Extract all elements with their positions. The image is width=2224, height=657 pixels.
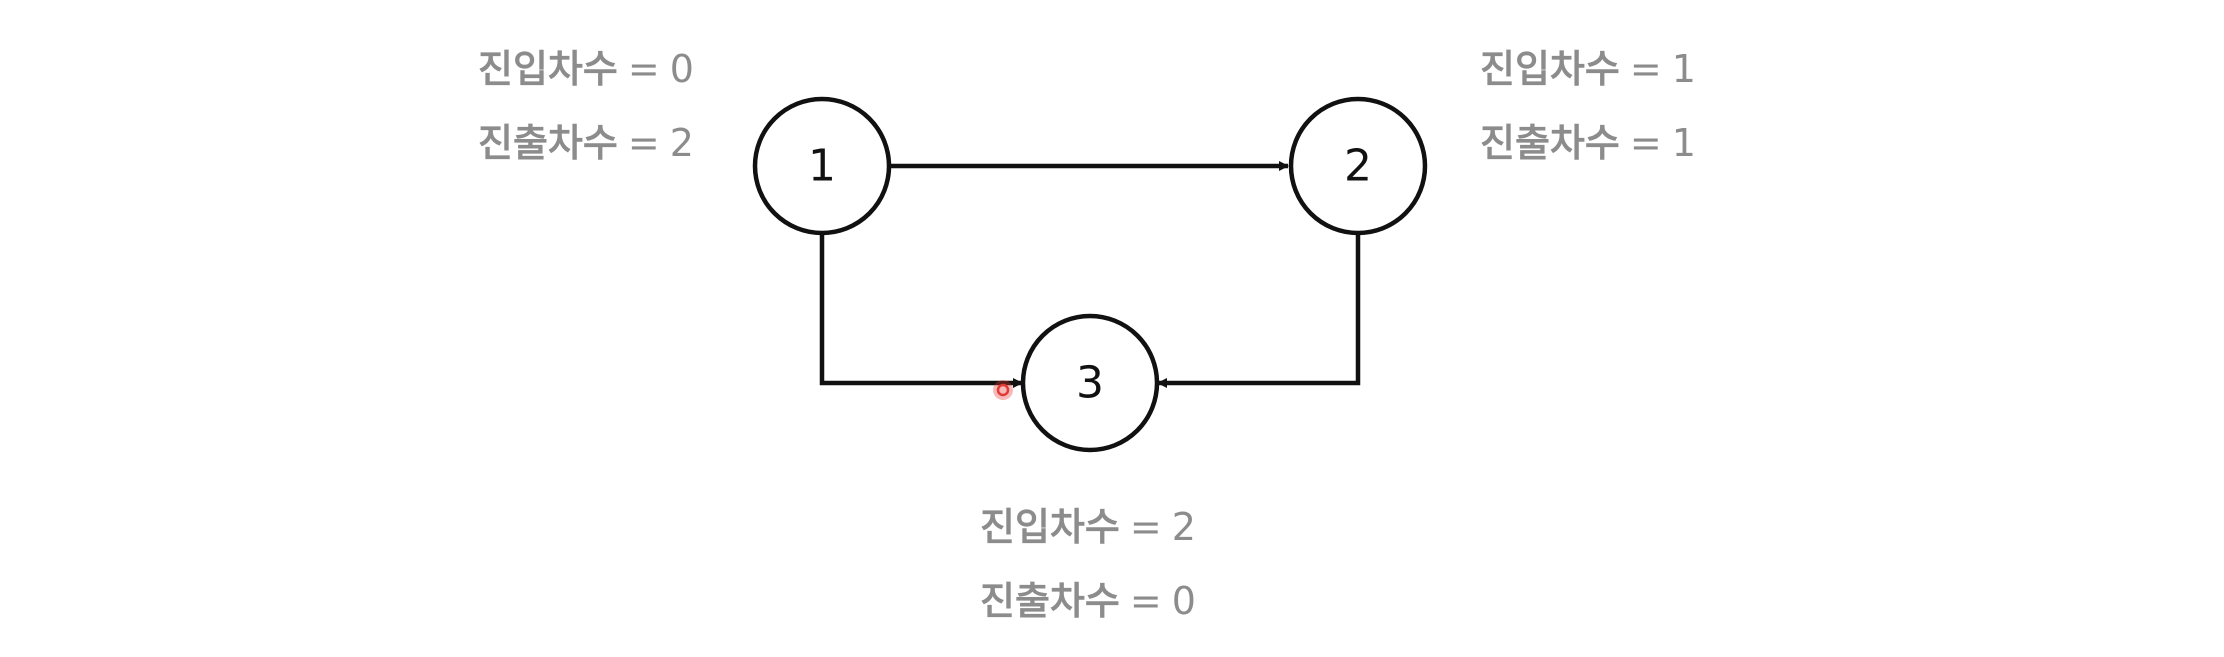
edge-2-to-3 — [1157, 235, 1361, 388]
node-2-out-degree: 진출차수 = 1 — [1480, 106, 1696, 180]
out-degree-label: 진출차수 — [980, 579, 1120, 623]
node-1-label: 1 — [808, 141, 836, 192]
in-degree-label: 진입차수 — [980, 505, 1120, 549]
node-1-degrees: 진입차수 = 0 진출차수 = 2 — [478, 32, 694, 180]
out-degree-value: 1 — [1671, 121, 1696, 165]
out-degree-label: 진출차수 — [478, 121, 618, 165]
node-3-label: 3 — [1076, 358, 1104, 409]
out-degree-value: 2 — [669, 121, 694, 165]
in-degree-value: 1 — [1671, 47, 1696, 91]
equals-sign: = — [1129, 579, 1162, 623]
node-1: 1 — [752, 96, 892, 236]
out-degree-value: 0 — [1171, 579, 1196, 623]
node-2-degrees: 진입차수 = 1 진출차수 = 1 — [1480, 32, 1696, 180]
edge-1-to-3 — [819, 235, 1023, 388]
in-degree-label: 진입차수 — [1480, 47, 1620, 91]
equals-sign: = — [1629, 121, 1662, 165]
node-2-in-degree: 진입차수 = 1 — [1480, 32, 1696, 106]
in-degree-value: 2 — [1171, 505, 1196, 549]
equals-sign: = — [627, 121, 660, 165]
equals-sign: = — [1129, 505, 1162, 549]
node-3-out-degree: 진출차수 = 0 — [980, 564, 1196, 638]
node-1-in-degree: 진입차수 = 0 — [478, 32, 694, 106]
equals-sign: = — [1629, 47, 1662, 91]
node-3: 3 — [1020, 313, 1160, 453]
in-degree-value: 0 — [669, 47, 694, 91]
node-3-degrees: 진입차수 = 2 진출차수 = 0 — [980, 490, 1196, 638]
node-1-out-degree: 진출차수 = 2 — [478, 106, 694, 180]
equals-sign: = — [627, 47, 660, 91]
in-degree-label: 진입차수 — [478, 47, 618, 91]
node-3-in-degree: 진입차수 = 2 — [980, 490, 1196, 564]
node-2: 2 — [1288, 96, 1428, 236]
cursor-indicator — [993, 380, 1013, 400]
out-degree-label: 진출차수 — [1480, 121, 1620, 165]
node-2-label: 2 — [1344, 141, 1372, 192]
